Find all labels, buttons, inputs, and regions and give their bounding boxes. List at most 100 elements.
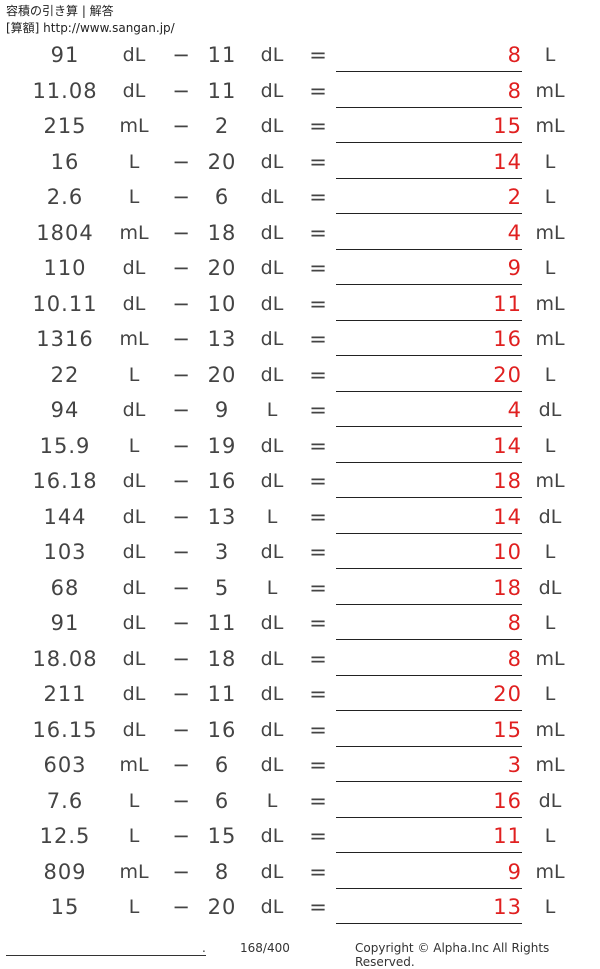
- first-unit: dL: [122, 718, 146, 741]
- footer-dot: .: [202, 941, 206, 955]
- second-unit: dL: [260, 186, 284, 208]
- answer-unit: L: [544, 44, 556, 66]
- equals-sign: =: [309, 753, 327, 777]
- minus-sign: −: [172, 220, 190, 245]
- problem-row: 7.6 L −6 L = 16 dL: [0, 784, 600, 820]
- equals-sign: =: [309, 433, 327, 458]
- first-unit: dL: [122, 399, 146, 421]
- first-unit: L: [128, 434, 140, 457]
- problem-row: 11.08 dL −11 dL = 8 mL: [0, 74, 600, 110]
- second-value: 18: [207, 220, 237, 245]
- answer-line: [336, 745, 522, 747]
- second-value: 6: [214, 753, 230, 777]
- second-value: 15: [207, 824, 237, 848]
- problem-row: 809 mL −8 dL = 9 mL: [0, 855, 600, 891]
- first-value: 1804: [36, 220, 94, 245]
- first-unit: dL: [122, 612, 146, 634]
- second-value: 20: [207, 895, 237, 919]
- answer-value: 18: [493, 575, 522, 600]
- first-value: 103: [43, 540, 87, 564]
- second-value: 16: [207, 717, 237, 742]
- minus-sign: −: [172, 362, 190, 387]
- second-unit: dL: [260, 541, 284, 563]
- second-value: 18: [207, 646, 237, 671]
- problem-row: 110 dL −20 dL = 9 L: [0, 251, 600, 287]
- answer-value: 18: [493, 469, 522, 493]
- first-value: 18.08: [32, 646, 98, 671]
- answer-unit: mL: [535, 470, 565, 492]
- worksheet-title: 容積の引き算 | 解答: [6, 4, 114, 18]
- first-unit: mL: [119, 754, 149, 776]
- problem-row: 10.11 dL −10 dL = 11 mL: [0, 287, 600, 323]
- answer-unit: L: [544, 434, 556, 457]
- second-value: 10: [207, 291, 237, 316]
- answer-value: 3: [507, 753, 522, 777]
- first-value: 215: [43, 114, 87, 138]
- answer-unit: L: [544, 825, 556, 847]
- answer-value: 15: [493, 717, 522, 742]
- second-value: 20: [207, 362, 237, 387]
- answer-line: [336, 71, 522, 72]
- first-value: 603: [43, 753, 87, 777]
- second-unit: dL: [260, 328, 284, 350]
- first-unit: dL: [122, 44, 146, 66]
- second-value: 9: [214, 398, 230, 422]
- second-value: 20: [207, 256, 237, 280]
- second-unit: dL: [260, 44, 284, 66]
- first-value: 11.08: [32, 78, 98, 103]
- minus-sign: −: [172, 149, 190, 174]
- minus-sign: −: [172, 185, 190, 209]
- problem-row: 16.18 dL −16 dL = 18 mL: [0, 464, 600, 500]
- equals-sign: =: [309, 469, 327, 493]
- first-unit: L: [128, 363, 140, 386]
- second-unit: dL: [260, 470, 284, 492]
- problem-row: 16.15 dL −16 dL = 15 mL: [0, 713, 600, 749]
- second-unit: dL: [260, 860, 284, 883]
- equals-sign: =: [309, 575, 327, 600]
- first-value: 16.15: [32, 717, 98, 742]
- answer-unit: mL: [535, 328, 565, 350]
- first-value: 211: [43, 682, 87, 706]
- second-unit: dL: [260, 825, 284, 847]
- answer-unit: L: [544, 186, 556, 208]
- first-value: 1316: [36, 327, 94, 351]
- equals-sign: =: [309, 540, 327, 564]
- second-unit: dL: [260, 221, 284, 244]
- first-unit: L: [128, 186, 140, 208]
- answer-line: [336, 497, 522, 498]
- problem-row: 91 dL −11 dL = 8 L: [0, 606, 600, 642]
- second-unit: L: [266, 576, 278, 599]
- minus-sign: −: [172, 788, 190, 813]
- second-unit: dL: [260, 896, 284, 918]
- problem-row: 91 dL −11 dL = 8 L: [0, 38, 600, 74]
- minus-sign: −: [172, 114, 190, 138]
- answer-line: [336, 603, 522, 605]
- equals-sign: =: [309, 504, 327, 529]
- equals-sign: =: [309, 291, 327, 316]
- equals-sign: =: [309, 43, 327, 67]
- answer-value: 4: [507, 398, 522, 422]
- equals-sign: =: [309, 185, 327, 209]
- page-footer: . 168/400 Copyright © Alpha.Inc All Righ…: [0, 940, 600, 969]
- answer-value: 8: [507, 43, 522, 67]
- answer-value: 14: [493, 149, 522, 174]
- answer-line: [336, 781, 522, 782]
- minus-sign: −: [172, 646, 190, 671]
- second-value: 11: [207, 611, 237, 635]
- equals-sign: =: [309, 682, 327, 706]
- equals-sign: =: [309, 149, 327, 174]
- first-unit: dL: [122, 683, 146, 705]
- second-value: 8: [214, 859, 230, 884]
- second-unit: dL: [260, 718, 284, 741]
- answer-line: [336, 142, 522, 143]
- answer-line: [336, 213, 522, 214]
- answer-unit: dL: [538, 576, 562, 599]
- answer-value: 20: [493, 362, 522, 387]
- second-unit: dL: [260, 363, 284, 386]
- equals-sign: =: [309, 256, 327, 280]
- second-unit: L: [266, 399, 278, 421]
- first-value: 144: [43, 504, 87, 529]
- answer-value: 10: [493, 540, 522, 564]
- second-value: 20: [207, 149, 237, 174]
- answer-value: 4: [507, 220, 522, 245]
